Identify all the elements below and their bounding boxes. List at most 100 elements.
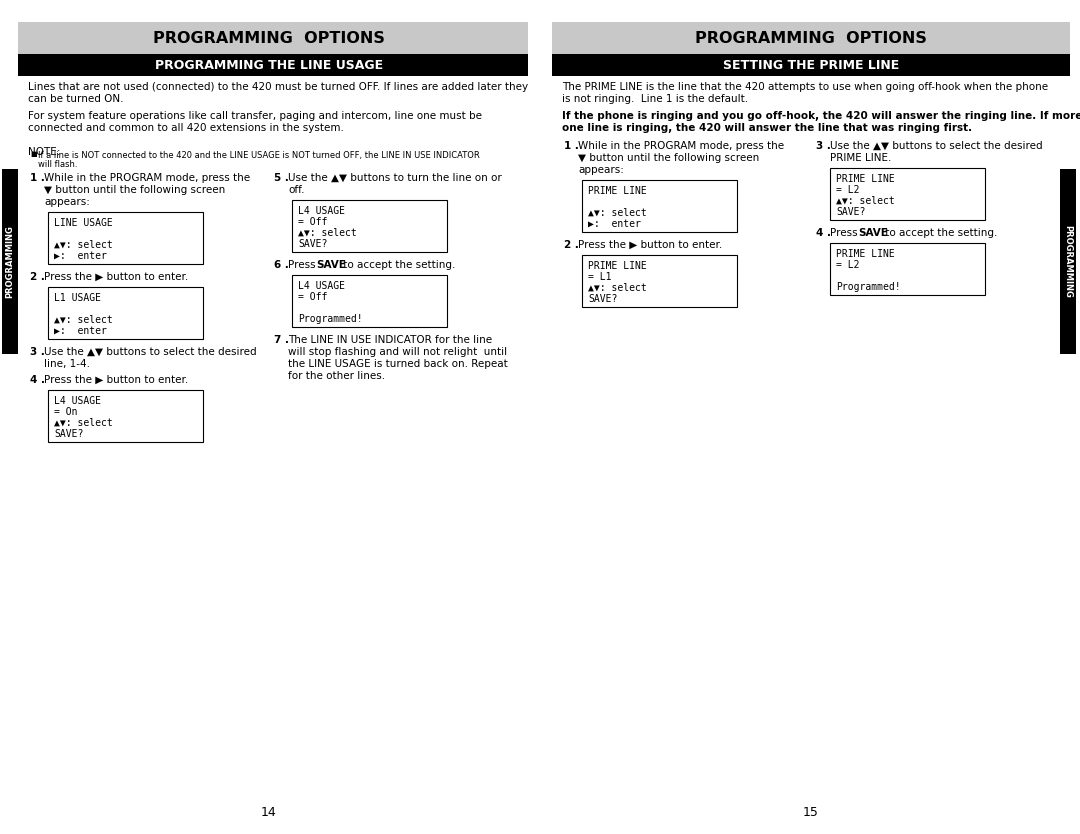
- Text: SAVE: SAVE: [316, 260, 346, 270]
- Text: the LINE USAGE is turned back on. Repeat: the LINE USAGE is turned back on. Repeat: [288, 359, 508, 369]
- Text: ▶:  enter: ▶: enter: [588, 219, 640, 229]
- Text: Lines that are not used (connected) to the 420 must be turned OFF. If lines are : Lines that are not used (connected) to t…: [28, 82, 528, 92]
- Text: SAVE?: SAVE?: [836, 207, 865, 217]
- Text: to accept the setting.: to accept the setting.: [882, 228, 997, 238]
- Text: PRIME LINE: PRIME LINE: [588, 261, 647, 271]
- Text: 14: 14: [261, 806, 276, 818]
- Text: 4 .: 4 .: [816, 228, 831, 238]
- Text: ■: ■: [30, 151, 37, 157]
- Bar: [1059, 169, 1076, 354]
- Text: 4 .: 4 .: [30, 375, 45, 385]
- Bar: [18, 54, 528, 76]
- Text: ▲▼: select: ▲▼: select: [298, 228, 356, 238]
- Text: SAVE?: SAVE?: [54, 429, 83, 439]
- Text: 2 .: 2 .: [30, 272, 45, 282]
- Bar: [18, 22, 528, 54]
- Text: PRIME LINE.: PRIME LINE.: [831, 153, 891, 163]
- Text: one line is ringing, the 420 will answer the line that was ringing first.: one line is ringing, the 420 will answer…: [562, 123, 972, 133]
- Bar: [2, 169, 18, 354]
- Text: PRIME LINE: PRIME LINE: [836, 174, 894, 184]
- Text: PROGRAMMING: PROGRAMMING: [5, 225, 14, 298]
- Text: connected and common to all 420 extensions in the system.: connected and common to all 420 extensio…: [28, 123, 343, 133]
- Text: 6 .: 6 .: [274, 260, 288, 270]
- Text: = L2: = L2: [836, 260, 860, 270]
- Bar: [552, 22, 1070, 54]
- Text: ▼ button until the following screen: ▼ button until the following screen: [578, 153, 759, 163]
- Text: While in the PROGRAM mode, press the: While in the PROGRAM mode, press the: [578, 141, 784, 151]
- Text: SAVE?: SAVE?: [588, 294, 618, 304]
- Text: L1 USAGE: L1 USAGE: [54, 293, 102, 303]
- Text: 1 .: 1 .: [564, 141, 579, 151]
- Bar: [552, 54, 1070, 76]
- Text: Use the ▲▼ buttons to select the desired: Use the ▲▼ buttons to select the desired: [44, 347, 257, 357]
- Text: ▶:  enter: ▶: enter: [54, 326, 107, 336]
- Text: ▲▼: select: ▲▼: select: [54, 240, 112, 250]
- Bar: [48, 390, 203, 442]
- Text: Use the ▲▼ buttons to turn the line on or: Use the ▲▼ buttons to turn the line on o…: [288, 173, 502, 183]
- Text: 1 .: 1 .: [30, 173, 45, 183]
- Text: Programmed!: Programmed!: [836, 282, 901, 292]
- Text: 3 .: 3 .: [30, 347, 45, 357]
- Text: can be turned ON.: can be turned ON.: [28, 94, 123, 104]
- Text: L4 USAGE: L4 USAGE: [298, 281, 345, 291]
- Text: appears:: appears:: [578, 165, 624, 175]
- Text: will stop flashing and will not relight  until: will stop flashing and will not relight …: [288, 347, 508, 357]
- Text: = Off: = Off: [298, 217, 327, 227]
- Text: Press the ▶ button to enter.: Press the ▶ button to enter.: [44, 375, 188, 385]
- Text: 3 .: 3 .: [816, 141, 831, 151]
- Text: PROGRAMMING  OPTIONS: PROGRAMMING OPTIONS: [696, 31, 927, 46]
- Text: Press: Press: [831, 228, 861, 238]
- Text: Press: Press: [288, 260, 319, 270]
- Text: 15: 15: [804, 806, 819, 818]
- Bar: [582, 255, 737, 307]
- Text: LINE USAGE: LINE USAGE: [54, 218, 112, 228]
- Text: While in the PROGRAM mode, press the: While in the PROGRAM mode, press the: [44, 173, 251, 183]
- Text: NOTE:: NOTE:: [28, 147, 60, 157]
- Text: If the phone is ringing and you go off-hook, the 420 will answer the ringing lin: If the phone is ringing and you go off-h…: [562, 111, 1080, 121]
- Text: for the other lines.: for the other lines.: [288, 371, 386, 381]
- Text: SAVE?: SAVE?: [298, 239, 327, 249]
- Bar: [831, 243, 985, 295]
- Text: Use the ▲▼ buttons to select the desired: Use the ▲▼ buttons to select the desired: [831, 141, 1042, 151]
- Text: 7 .: 7 .: [274, 335, 289, 345]
- Text: The PRIME LINE is the line that the 420 attempts to use when going off-hook when: The PRIME LINE is the line that the 420 …: [562, 82, 1048, 92]
- Text: The LINE IN USE INDICATOR for the line: The LINE IN USE INDICATOR for the line: [288, 335, 492, 345]
- Text: = L1: = L1: [588, 272, 611, 282]
- Text: 2 .: 2 .: [564, 240, 579, 250]
- Text: For system feature operations like call transfer, paging and intercom, line one : For system feature operations like call …: [28, 111, 482, 121]
- Text: Programmed!: Programmed!: [298, 314, 363, 324]
- Text: ▲▼: select: ▲▼: select: [54, 315, 112, 325]
- Text: PRIME LINE: PRIME LINE: [588, 186, 647, 196]
- Text: ▲▼: select: ▲▼: select: [54, 418, 112, 428]
- Text: Press the ▶ button to enter.: Press the ▶ button to enter.: [578, 240, 723, 250]
- Bar: [831, 168, 985, 220]
- Text: L4 USAGE: L4 USAGE: [54, 396, 102, 406]
- Text: appears:: appears:: [44, 197, 90, 207]
- Text: to accept the setting.: to accept the setting.: [340, 260, 456, 270]
- Text: SETTING THE PRIME LINE: SETTING THE PRIME LINE: [723, 58, 900, 72]
- Text: PROGRAMMING THE LINE USAGE: PROGRAMMING THE LINE USAGE: [154, 58, 383, 72]
- Text: SAVE: SAVE: [858, 228, 888, 238]
- Text: ▲▼: select: ▲▼: select: [836, 196, 894, 206]
- Bar: [48, 287, 203, 339]
- Text: line, 1-4.: line, 1-4.: [44, 359, 90, 369]
- Text: L4 USAGE: L4 USAGE: [298, 206, 345, 216]
- Text: off.: off.: [288, 185, 305, 195]
- Bar: [48, 212, 203, 264]
- Text: Press the ▶ button to enter.: Press the ▶ button to enter.: [44, 272, 188, 282]
- Text: 5 .: 5 .: [274, 173, 288, 183]
- Bar: [582, 180, 737, 232]
- Text: PRIME LINE: PRIME LINE: [836, 249, 894, 259]
- Text: PROGRAMMING: PROGRAMMING: [1064, 225, 1072, 298]
- Text: PROGRAMMING  OPTIONS: PROGRAMMING OPTIONS: [153, 31, 384, 46]
- Text: = Off: = Off: [298, 292, 327, 302]
- Text: ▲▼: select: ▲▼: select: [588, 208, 647, 218]
- Text: will flash.: will flash.: [38, 160, 78, 169]
- Text: is not ringing.  Line 1 is the default.: is not ringing. Line 1 is the default.: [562, 94, 748, 104]
- Text: = On: = On: [54, 407, 78, 417]
- Text: If a line is NOT connected to the 420 and the LINE USAGE is NOT turned OFF, the : If a line is NOT connected to the 420 an…: [38, 151, 480, 160]
- Text: = L2: = L2: [836, 185, 860, 195]
- Bar: [292, 275, 447, 327]
- Text: ▶:  enter: ▶: enter: [54, 251, 107, 261]
- Text: ▲▼: select: ▲▼: select: [588, 283, 647, 293]
